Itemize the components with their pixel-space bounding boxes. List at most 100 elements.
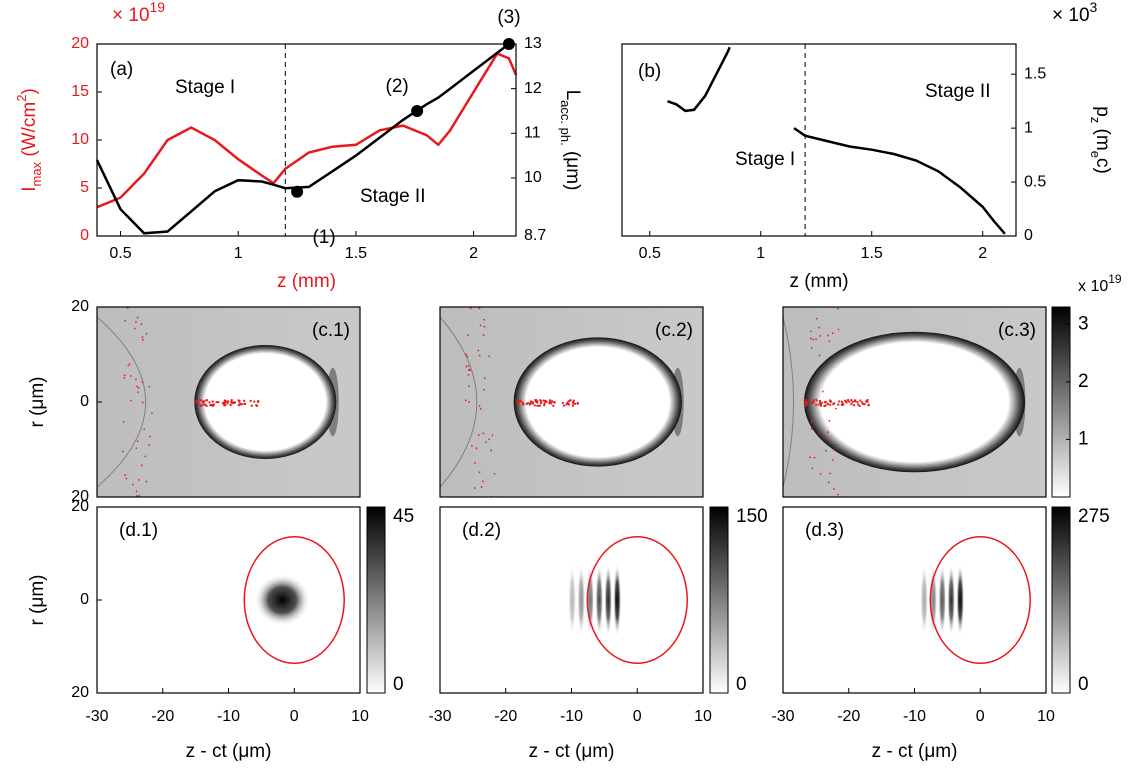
colorbar <box>1051 506 1071 694</box>
y-tick-label: 20 <box>71 488 89 505</box>
electron-dot <box>810 428 813 430</box>
electron-dot <box>149 435 151 438</box>
electron-dot <box>477 434 480 436</box>
electron-dot <box>203 400 206 403</box>
electron-dot <box>818 432 821 434</box>
y-tick-label: 15 <box>71 83 89 100</box>
y-axis-label: pz (mec) <box>1088 106 1113 174</box>
electron-dot <box>483 388 485 391</box>
electron-dot <box>221 402 224 405</box>
electron-dot <box>137 387 140 389</box>
electron-dot <box>202 401 205 404</box>
electron-dot <box>491 434 494 437</box>
electron-dot <box>850 403 853 406</box>
electron-dot <box>858 404 861 407</box>
label-part: × 10 <box>112 5 150 26</box>
electron-dot <box>574 402 577 405</box>
x-tick-label: -30 <box>85 708 108 725</box>
electron-dot <box>194 401 197 404</box>
electron-dot <box>824 400 827 403</box>
electron-dot <box>566 401 569 404</box>
electron-dot <box>540 402 543 405</box>
electron-dot <box>535 401 538 404</box>
electron-dot <box>810 337 812 340</box>
electron-dot <box>820 401 823 404</box>
electron-dot <box>480 486 483 488</box>
x-axis-label: z (mm) <box>277 271 336 292</box>
electron-dot <box>209 403 212 406</box>
plasma-bubble <box>194 345 337 459</box>
electron-dot <box>824 404 827 407</box>
electron-dot <box>141 336 144 338</box>
electron-dot <box>469 369 471 372</box>
electron-dot <box>534 399 537 402</box>
electron-dot <box>135 490 138 493</box>
electron-dot <box>804 404 807 407</box>
sheath-left <box>439 316 478 488</box>
electron-dot <box>835 407 837 410</box>
electron-dot <box>465 353 467 356</box>
electron-dot <box>128 363 131 365</box>
electron-dot <box>211 400 214 403</box>
electron-dot <box>127 364 130 367</box>
x-tick-label: 10 <box>351 708 369 725</box>
y2-tick-label: 12 <box>524 80 542 97</box>
electron-dot <box>483 318 485 321</box>
panel-label: (d.3) <box>805 520 844 541</box>
electron-dot <box>250 404 253 407</box>
y2-tick-label: 8.7 <box>524 227 546 244</box>
electron-dot <box>208 401 211 404</box>
point-label: (3) <box>497 7 520 28</box>
label-part: e <box>1088 151 1103 158</box>
electron-dot <box>804 399 807 402</box>
electron-dot <box>812 338 814 341</box>
electron-dot <box>142 339 144 341</box>
electron-dot <box>829 441 832 443</box>
electron-dot <box>226 402 229 405</box>
electron-dot <box>205 404 208 407</box>
electron-dot <box>572 399 575 402</box>
electron-dot <box>126 307 129 309</box>
electron-dot <box>542 399 545 402</box>
annotation: Stage II <box>925 81 991 102</box>
electron-dot <box>517 403 520 406</box>
electron-dot <box>465 399 467 402</box>
electron-dot <box>548 402 551 405</box>
electron-dot <box>224 404 227 407</box>
electron-dot <box>563 404 566 407</box>
electron-dot <box>827 431 829 433</box>
electron-dot <box>522 403 525 406</box>
electron-dot <box>863 403 866 406</box>
laser-boundary <box>586 536 688 664</box>
annotation: Stage I <box>735 149 795 170</box>
x-axis-label: z - ct (μm) <box>872 741 958 762</box>
electron-dot <box>135 447 138 449</box>
electron-dot <box>552 404 555 407</box>
electron-dot <box>478 405 481 407</box>
label-part: z <box>1088 117 1103 124</box>
electron-dot <box>818 326 820 329</box>
electron-dot <box>857 403 860 406</box>
electron-dot <box>828 420 831 422</box>
x-tick-label: 1.5 <box>345 245 367 262</box>
electron-dot <box>143 428 146 430</box>
electron-dot <box>842 403 845 406</box>
electron-dot <box>136 440 139 443</box>
colorbar-tick-label: 150 <box>736 506 768 527</box>
electron-dot <box>550 402 553 405</box>
electron-dot <box>122 421 125 423</box>
label-part: I <box>19 187 40 192</box>
electron-dot <box>540 400 543 403</box>
electron-dot <box>249 399 252 402</box>
electron-dot <box>202 403 205 406</box>
electron-dot <box>548 400 551 403</box>
electron-dot <box>812 399 815 402</box>
data-line <box>96 52 518 209</box>
electron-dot <box>531 402 534 405</box>
electron-dot <box>211 404 214 407</box>
x-tick-label: -10 <box>217 708 240 725</box>
electron-dot <box>217 401 220 404</box>
panel-label: (d.2) <box>462 520 501 541</box>
electron-dot <box>811 467 814 470</box>
electron-dot <box>473 487 476 489</box>
